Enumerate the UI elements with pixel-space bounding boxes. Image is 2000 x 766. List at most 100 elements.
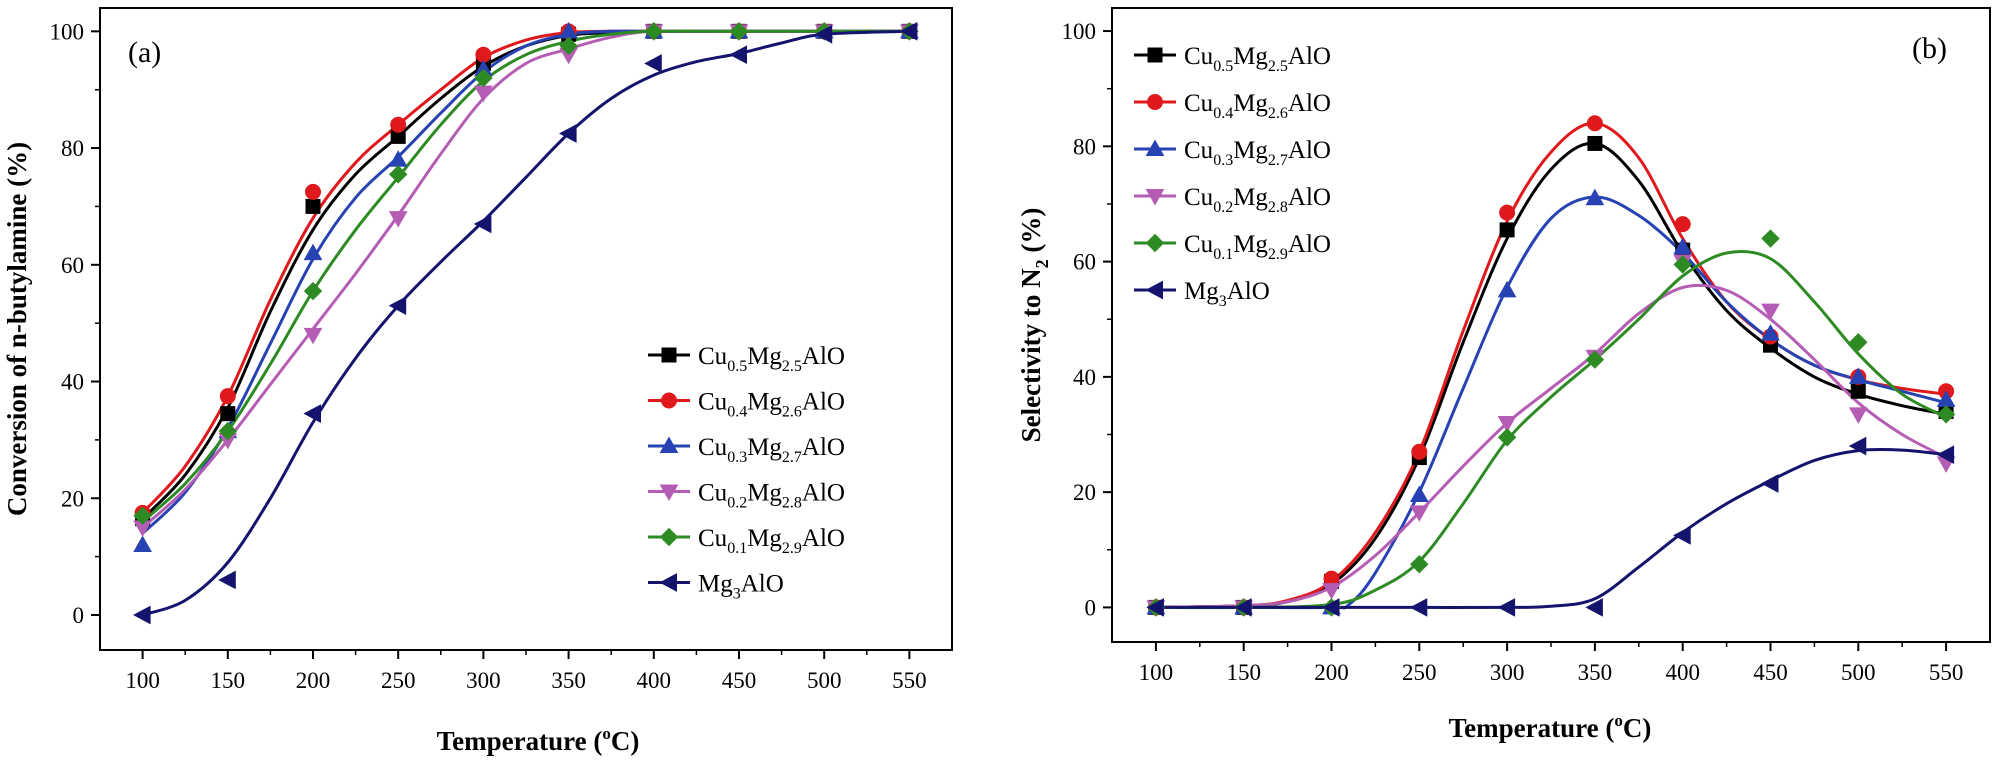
x-tick-label: 200 xyxy=(1314,660,1349,685)
data-point xyxy=(1410,554,1429,574)
legend-marker xyxy=(661,392,677,409)
panel-b-selectivity-chart: (b) 100 150 200 250 300 350 400 450 500 550 0 20 40… xyxy=(1016,7,1991,743)
x-axis-ticks: 100 150 200 250 300 350 400 450 500 550 xyxy=(1139,642,1964,685)
plot-frame xyxy=(1111,7,1991,643)
legend-marker xyxy=(1145,139,1165,156)
data-point xyxy=(1936,405,1956,424)
y-tick-label: 100 xyxy=(1062,19,1097,44)
data-point xyxy=(559,36,578,56)
legend-marker xyxy=(1145,233,1165,253)
legend-label: Mg3AlO xyxy=(698,571,784,603)
data-point xyxy=(390,116,407,133)
series-markers xyxy=(133,21,919,625)
data-point xyxy=(1409,485,1429,503)
legend-marker xyxy=(1147,47,1163,63)
data-point xyxy=(303,327,323,345)
legend-label: Cu0.3Mg2.7AlO xyxy=(698,434,845,466)
data-point xyxy=(1497,280,1517,298)
data-point xyxy=(1936,445,1955,465)
data-point xyxy=(1146,598,1164,617)
data-point xyxy=(559,124,577,143)
data-point xyxy=(1850,383,1866,399)
legend: Cu0.5Mg2.5AlO Cu0.4Mg2.6AlO Cu0.3Mg2.7AlO C… xyxy=(1134,43,1331,310)
legend-label: Cu0.2Mg2.8AlO xyxy=(1184,184,1331,216)
y-tick-label: 60 xyxy=(61,253,84,278)
data-point xyxy=(1409,598,1428,617)
data-point xyxy=(1585,188,1605,206)
y-axis-title: Conversion of n-butylamine (%) xyxy=(2,142,32,516)
data-point xyxy=(1322,583,1341,600)
plot-frame xyxy=(99,7,953,651)
legend-label: Cu0.1Mg2.9AlO xyxy=(1184,231,1331,263)
panel-label: (b) xyxy=(1912,32,1947,65)
legend-marker xyxy=(1147,94,1163,110)
data-point xyxy=(303,404,321,423)
x-tick-label: 400 xyxy=(1665,660,1700,685)
data-point xyxy=(218,570,236,590)
data-point xyxy=(1234,598,1252,617)
y-axis-title: Selectivity to N2 (%) xyxy=(1016,208,1052,443)
legend-label: Cu0.2Mg2.8AlO xyxy=(698,480,845,512)
data-point xyxy=(219,388,236,405)
data-point xyxy=(305,183,321,200)
x-tick-label: 550 xyxy=(892,668,927,693)
y-axis-ticks: 0 20 40 60 80 100 xyxy=(1062,19,1112,620)
data-point xyxy=(1849,333,1868,352)
data-point xyxy=(303,243,323,261)
legend-label: Cu0.5Mg2.5AlO xyxy=(1184,43,1331,75)
legend: Cu0.5Mg2.5AlO Cu0.4Mg2.6AlO Cu0.3Mg2.7AlO C… xyxy=(648,343,845,603)
x-axis-title: Temperature (oC) xyxy=(437,724,640,756)
data-point xyxy=(644,22,664,41)
data-point xyxy=(1848,407,1868,424)
data-point xyxy=(1321,598,1340,617)
data-point xyxy=(305,198,321,214)
y-tick-label: 40 xyxy=(61,370,84,395)
data-point xyxy=(388,296,407,315)
data-point xyxy=(729,45,747,65)
x-axis-title: Temperature (oC) xyxy=(1449,711,1652,743)
data-point xyxy=(220,406,236,422)
series-markers xyxy=(1146,115,1956,617)
x-tick-label: 450 xyxy=(1753,660,1788,685)
y-tick-label: 20 xyxy=(1073,480,1096,505)
data-point xyxy=(1673,237,1693,255)
legend-label: Cu0.4Mg2.6AlO xyxy=(698,389,845,421)
x-axis-ticks: 100 150 200 250 300 350 400 450 500 550 xyxy=(125,650,927,693)
data-point xyxy=(1848,367,1868,384)
data-point xyxy=(474,68,493,88)
data-point xyxy=(133,535,152,552)
legend-label: Cu0.3Mg2.7AlO xyxy=(1184,137,1331,169)
legend-marker xyxy=(659,527,679,547)
series-line xyxy=(141,29,910,523)
data-point xyxy=(303,281,323,301)
x-tick-label: 300 xyxy=(1490,660,1525,685)
x-tick-label: 150 xyxy=(211,668,246,693)
data-point xyxy=(814,24,833,44)
data-point xyxy=(1586,115,1603,132)
data-point xyxy=(1585,598,1603,617)
legend-marker xyxy=(1145,189,1165,206)
x-tick-label: 550 xyxy=(1929,660,1964,685)
y-tick-label: 80 xyxy=(1073,134,1096,159)
data-point xyxy=(1499,222,1515,238)
data-point xyxy=(473,214,492,234)
data-point xyxy=(1673,255,1692,274)
data-point xyxy=(133,605,151,625)
y-tick-label: 20 xyxy=(61,486,84,511)
y-tick-label: 0 xyxy=(1085,595,1097,620)
legend-marker xyxy=(659,573,677,592)
legend-marker xyxy=(661,347,677,363)
x-tick-label: 350 xyxy=(1578,660,1613,685)
data-point xyxy=(1585,350,1605,369)
series-line xyxy=(1155,283,1947,609)
data-point xyxy=(1497,415,1517,433)
y-tick-label: 80 xyxy=(61,136,84,161)
x-tick-label: 350 xyxy=(551,668,586,693)
x-tick-label: 500 xyxy=(1841,660,1876,685)
data-point xyxy=(899,22,918,41)
data-point xyxy=(218,421,238,441)
data-point xyxy=(1760,474,1779,493)
legend-label: Cu0.1Mg2.9AlO xyxy=(698,525,845,557)
data-point xyxy=(1587,135,1603,151)
